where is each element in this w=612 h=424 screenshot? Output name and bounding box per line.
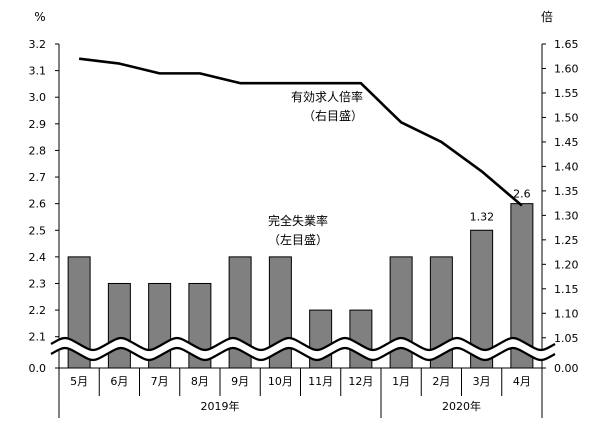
line-annotation: （右目盛）	[303, 108, 363, 123]
category-label: 7月	[151, 375, 169, 388]
left-tick-label: 2.4	[29, 251, 47, 264]
left-tick-label: 2.7	[29, 171, 47, 184]
category-label: 11月	[308, 375, 333, 388]
left-tick-label: 3.0	[29, 91, 47, 104]
data-label: 1.32	[470, 210, 495, 223]
left-tick-label: 2.1	[29, 331, 47, 344]
left-axis-unit: %	[34, 10, 45, 24]
left-tick-label: 3.2	[29, 38, 47, 51]
category-label: 1月	[392, 375, 410, 388]
left-tick-label: 2.2	[29, 304, 47, 317]
axis-break-band	[51, 338, 555, 360]
right-tick-label: 1.45	[554, 136, 579, 149]
right-axis-unit: 倍	[541, 9, 553, 24]
category-label: 5月	[70, 375, 88, 388]
unemployment-bar	[470, 229, 494, 369]
category-label: 2月	[432, 375, 450, 388]
bar-annotation: （左目盛）	[268, 232, 328, 247]
right-tick-label: 1.20	[554, 258, 579, 271]
category-label: 3月	[473, 375, 491, 388]
right-tick-label: 1.50	[554, 111, 579, 124]
data-label: 2.6	[513, 188, 531, 201]
right-tick-label: 1.10	[554, 307, 579, 320]
left-tick-label: 3.1	[29, 65, 47, 78]
job-ratio-line	[78, 57, 523, 207]
category-label: 4月	[513, 375, 531, 388]
left-tick-label: 2.3	[29, 277, 47, 290]
right-tick-label: 1.15	[554, 283, 579, 296]
unemployment-bar	[510, 203, 534, 369]
category-label: 10月	[268, 375, 293, 388]
category-label: 12月	[348, 375, 373, 388]
axis-break-wave-bottom	[50, 346, 556, 362]
left-tick-label: 2.5	[29, 224, 47, 237]
year-group-label: 2019年	[201, 399, 240, 413]
left-tick-label: 2.6	[29, 198, 47, 211]
right-tick-label: 1.30	[554, 209, 579, 222]
unemployment-bar	[107, 282, 131, 369]
right-tick-label: 1.05	[554, 332, 579, 345]
right-tick-label: 1.25	[554, 234, 579, 247]
right-tick-label: 1.35	[554, 185, 579, 198]
axis-break-wave-top	[50, 336, 556, 352]
year-group-label: 2020年	[442, 399, 481, 413]
bar-annotation: 完全失業率	[268, 213, 328, 228]
right-tick-label: 1.65	[554, 38, 579, 51]
right-tick-label: 1.55	[554, 87, 579, 100]
left-tick-label: 2.8	[29, 144, 47, 157]
line-annotation: 有効求人倍率	[291, 89, 363, 104]
left-tick-label: 2.9	[29, 118, 47, 131]
right-tick-label: 0.00	[554, 362, 579, 375]
left-tick-label: 0.0	[29, 362, 47, 375]
right-tick-label: 1.40	[554, 160, 579, 173]
unemployment-bar	[429, 256, 453, 369]
category-label: 6月	[110, 375, 128, 388]
category-label: 8月	[191, 375, 209, 388]
right-tick-label: 1.60	[554, 62, 579, 75]
category-label: 9月	[231, 375, 249, 388]
